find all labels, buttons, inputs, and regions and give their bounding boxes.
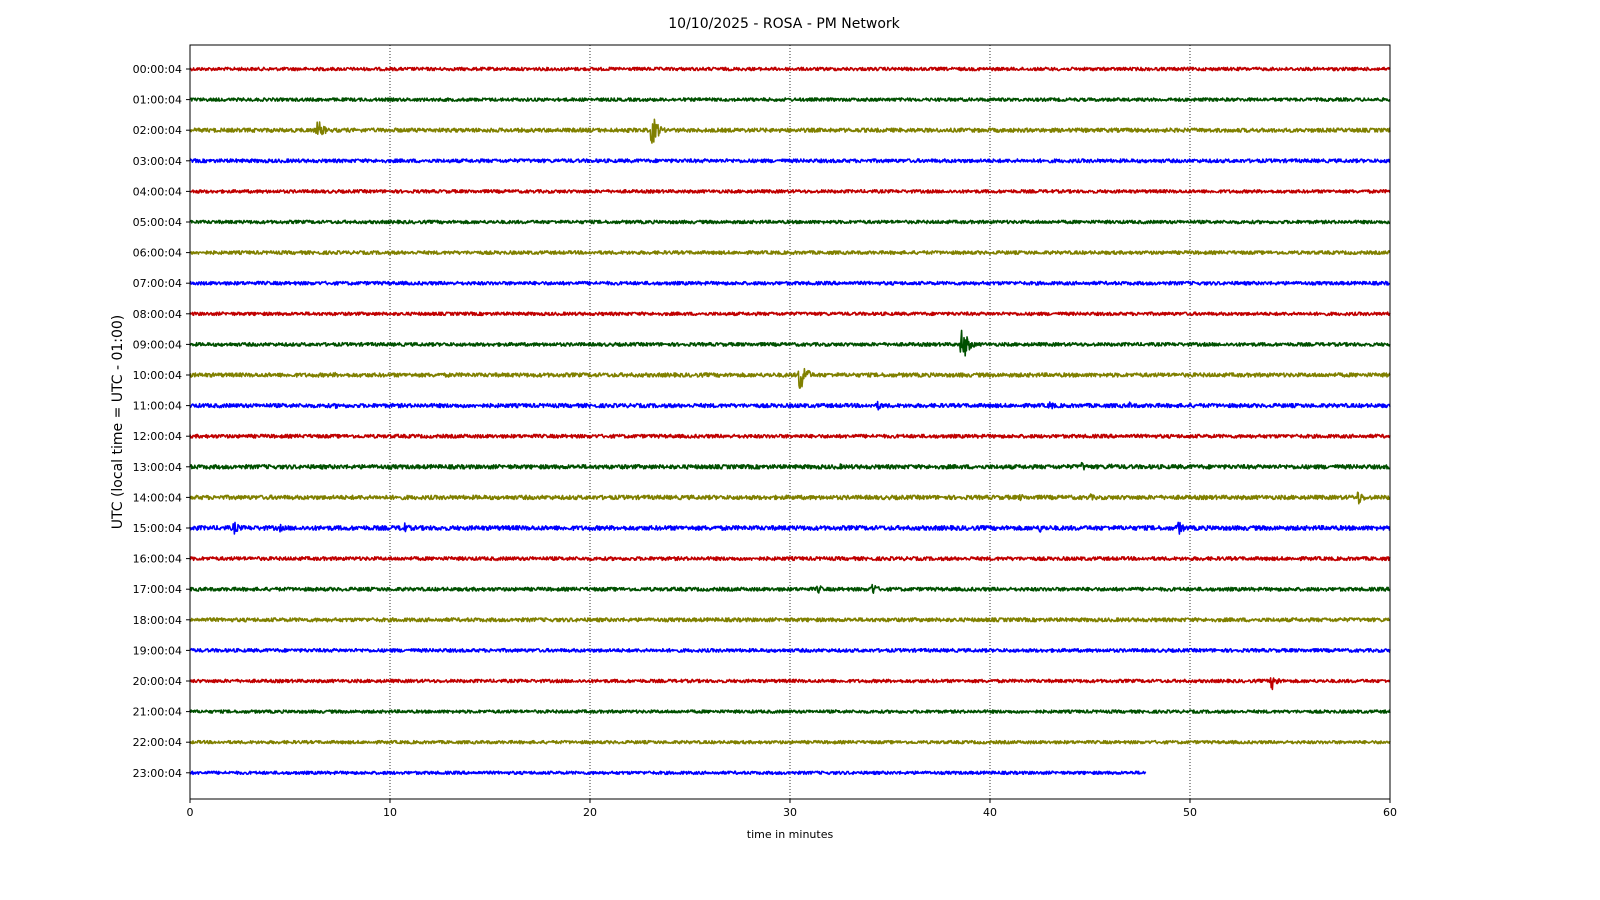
trace-030004 (189, 158, 1391, 164)
y-tick-label-140004: 14:00:04 (133, 491, 182, 504)
trace-160004 (189, 556, 1391, 562)
y-tick-label-220004: 22:00:04 (133, 736, 182, 749)
y-tick-label-170004: 17:00:04 (133, 583, 182, 596)
y-tick-label-210004: 21:00:04 (133, 706, 182, 719)
trace-010004 (189, 97, 1391, 102)
x-tick-label-30: 30 (783, 806, 797, 819)
y-tick-label-150004: 15:00:04 (133, 522, 182, 535)
trace-080004 (189, 311, 1391, 317)
x-tick-label-50: 50 (1183, 806, 1197, 819)
x-axis-ticks: 0 10 20 30 40 50 60 (187, 799, 1397, 819)
seismic-traces (189, 66, 1391, 776)
trace-140004 (189, 491, 1391, 505)
x-tick-label-20: 20 (583, 806, 597, 819)
x-tick-label-40: 40 (983, 806, 997, 819)
y-tick-label-050004: 05:00:04 (133, 216, 182, 229)
y-tick-label-110004: 11:00:04 (133, 400, 182, 413)
y-tick-label-180004: 18:00:04 (133, 614, 182, 627)
y-tick-label-130004: 13:00:04 (133, 461, 182, 474)
y-tick-label-070004: 07:00:04 (133, 277, 182, 290)
trace-230004 (189, 770, 1147, 776)
y-axis-label: UTC (local time = UTC - 01:00) (110, 315, 126, 530)
y-tick-label-020004: 02:00:04 (133, 124, 182, 137)
x-tick-label-60: 60 (1383, 806, 1397, 819)
y-tick-label-190004: 19:00:04 (133, 644, 182, 657)
y-tick-label-040004: 04:00:04 (133, 185, 182, 198)
trace-020004 (189, 118, 1391, 144)
trace-040004 (189, 189, 1391, 194)
x-tick-label-0: 0 (187, 806, 194, 819)
trace-090004 (189, 329, 1391, 357)
y-tick-label-100004: 10:00:04 (133, 369, 182, 382)
x-tick-label-10: 10 (383, 806, 397, 819)
trace-120004 (189, 433, 1391, 439)
y-tick-label-060004: 06:00:04 (133, 247, 182, 260)
y-tick-label-090004: 09:00:04 (133, 338, 182, 351)
trace-150004 (189, 521, 1391, 535)
y-tick-label-230004: 23:00:04 (133, 767, 182, 780)
trace-220004 (189, 739, 1391, 745)
trace-130004 (189, 461, 1391, 471)
trace-110004 (189, 400, 1391, 411)
y-tick-label-000004: 00:00:04 (133, 63, 182, 76)
trace-070004 (189, 280, 1391, 286)
plot-frame (189, 44, 1391, 800)
chart-title: 10/10/2025 - ROSA - PM Network (668, 16, 900, 32)
trace-060004 (189, 250, 1391, 256)
trace-050004 (189, 219, 1391, 225)
trace-200004 (189, 677, 1391, 691)
trace-180004 (189, 617, 1391, 623)
y-tick-label-030004: 03:00:04 (133, 155, 182, 168)
y-tick-label-080004: 08:00:04 (133, 308, 182, 321)
y-tick-label-010004: 01:00:04 (133, 94, 182, 107)
trace-190004 (189, 647, 1391, 653)
trace-100004 (189, 367, 1391, 389)
y-tick-label-120004: 12:00:04 (133, 430, 182, 443)
trace-210004 (189, 709, 1391, 714)
y-axis-ticks: 00:00:04 01:00:04 02:00:04 03:00:04 04:00:04… (133, 63, 190, 780)
x-grid (389, 45, 1191, 799)
y-tick-label-200004: 20:00:04 (133, 675, 182, 688)
trace-170004 (189, 583, 1391, 594)
x-axis-label: time in minutes (747, 828, 834, 841)
trace-000004 (189, 66, 1391, 72)
y-tick-label-160004: 16:00:04 (133, 553, 182, 566)
